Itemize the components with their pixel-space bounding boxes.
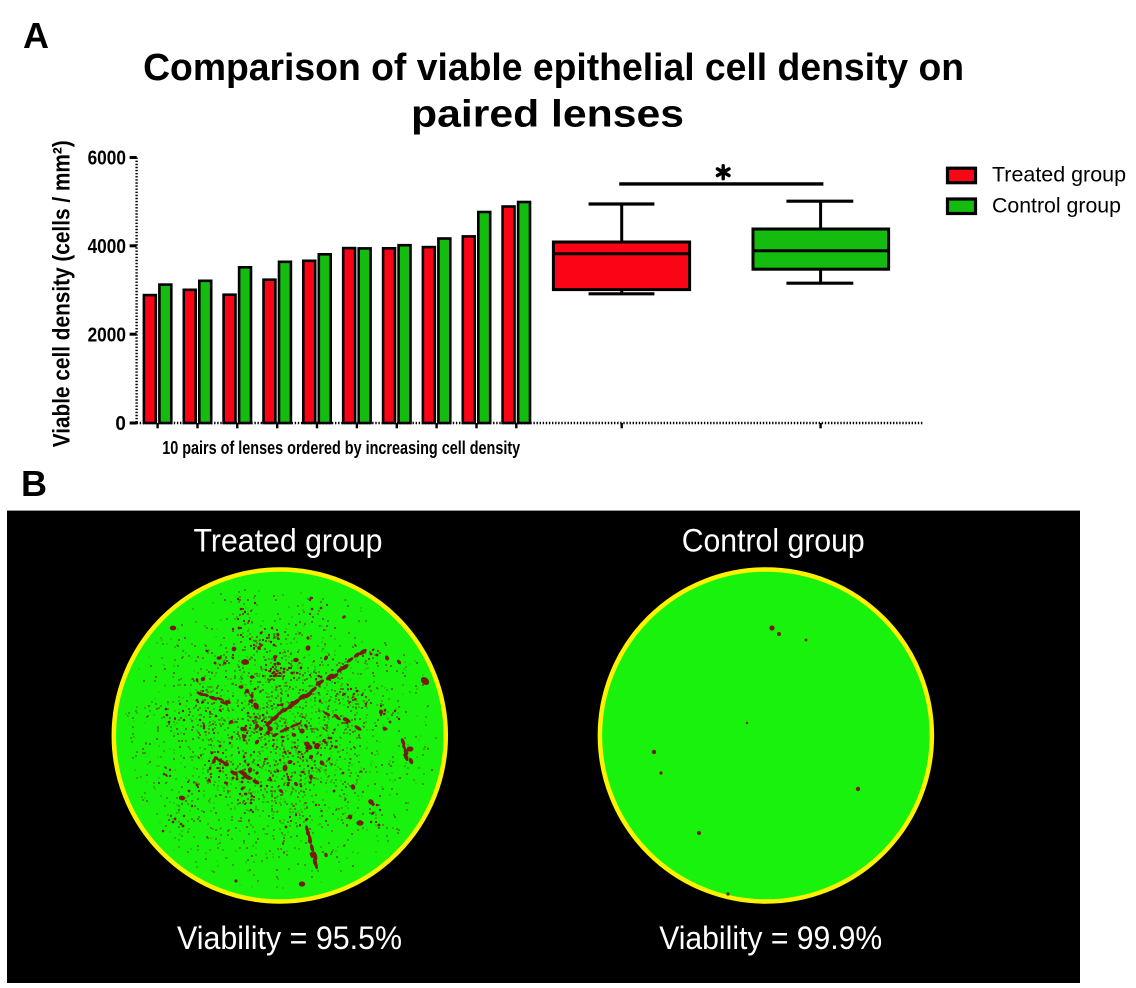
svg-text:4000: 4000 [88, 236, 126, 258]
svg-text:Control group: Control group [992, 195, 1121, 218]
svg-text:Viability = 99.9%: Viability = 99.9% [659, 920, 882, 956]
svg-text:2000: 2000 [88, 324, 126, 346]
svg-text:Viability = 95.5%: Viability = 95.5% [177, 920, 402, 956]
svg-text:Comparison of viable epithelia: Comparison of viable epithelial cell den… [143, 47, 964, 89]
svg-text:Viable cell density (cells / m: Viable cell density (cells / mm²) [49, 140, 76, 447]
svg-text:Control group: Control group [682, 523, 865, 559]
svg-text:A: A [23, 15, 49, 56]
svg-text:paired lenses: paired lenses [411, 94, 684, 136]
svg-text:B: B [21, 463, 47, 504]
svg-text:6000: 6000 [88, 148, 126, 170]
svg-text:10 pairs of lenses ordered by: 10 pairs of lenses ordered by increasing… [162, 437, 521, 458]
svg-text:Treated group: Treated group [194, 523, 383, 559]
svg-text:0: 0 [115, 413, 126, 435]
svg-text:Treated group: Treated group [992, 164, 1126, 187]
